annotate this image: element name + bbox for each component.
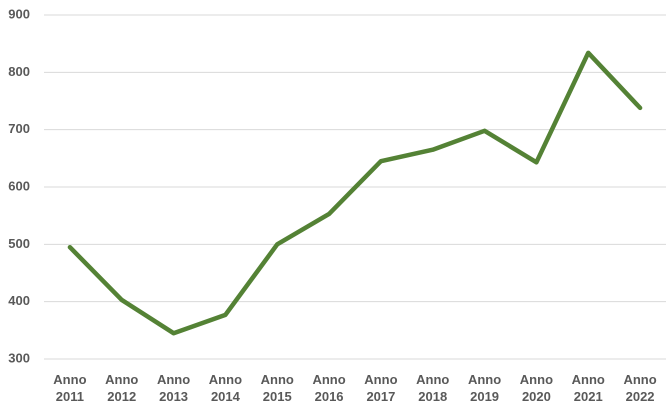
x-tick-label: Anno 2014 — [208, 372, 243, 404]
x-tick-label: Anno 2021 — [571, 372, 605, 404]
x-tick-label: Anno 2012 — [105, 372, 139, 404]
x-tick-label: Anno 2020 — [519, 372, 554, 404]
y-tick-label: 300 — [8, 350, 30, 365]
x-tick-label: Anno 2019 — [467, 372, 502, 404]
line — [67, 50, 643, 336]
y-tick-label: 400 — [8, 293, 30, 308]
x-tick-label: Anno 2011 — [53, 372, 87, 404]
x-tick-label: Anno 2018 — [416, 372, 450, 404]
y-tick-label: 800 — [8, 64, 30, 79]
y-tick-label: 900 — [8, 6, 30, 21]
x-tick-label: Anno 2015 — [260, 372, 294, 404]
x-tick-label: Anno 2022 — [623, 372, 657, 404]
x-tick-label: Anno 2013 — [156, 372, 191, 404]
y-tick-label: 700 — [8, 121, 30, 136]
x-tick-label: Anno 2016 — [312, 372, 346, 404]
y-tick-label: 500 — [8, 236, 30, 251]
y-tick-label: 600 — [8, 178, 30, 193]
x-tick-label: Anno 2017 — [364, 372, 398, 404]
